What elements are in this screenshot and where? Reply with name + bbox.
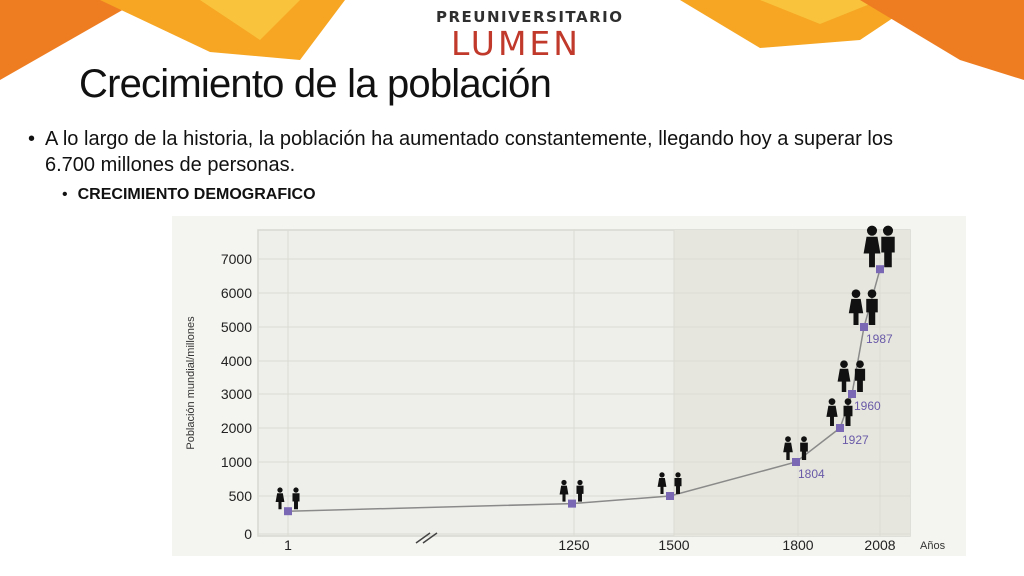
banner-right-orange (860, 0, 1024, 80)
person-male-icon (292, 487, 300, 510)
data-point-marker (568, 499, 576, 508)
y-tick-label: 500 (229, 488, 253, 504)
banner-right-amber (680, 0, 920, 48)
x-tick-label: 1 (284, 537, 292, 553)
person-female-icon (657, 472, 667, 494)
bullet-dot: • (28, 128, 36, 150)
data-point-marker (284, 507, 292, 516)
bullet-item: • A lo largo de la historia, la població… (28, 126, 893, 178)
series-line (287, 268, 881, 512)
y-tick-label: 1000 (221, 454, 252, 470)
x-tick-label: 1250 (558, 537, 589, 553)
sub-bullet-item: • CRECIMIENTO DEMOGRAFICO (62, 186, 316, 204)
person-female-icon (848, 289, 864, 325)
bullet-text: A lo largo de la historia, la población … (45, 128, 893, 176)
data-point-label: 1804 (798, 467, 825, 481)
y-tick-label: 6000 (221, 285, 252, 301)
y-tick-label: 7000 (221, 251, 252, 267)
person-male-icon (866, 289, 878, 325)
y-tick-label: 0 (244, 526, 252, 542)
person-male-icon (576, 479, 584, 502)
banner-left-orange (0, 0, 140, 80)
decorative-banner (0, 0, 1024, 80)
y-tick-label: 3000 (221, 386, 252, 402)
data-point-label: 1987 (866, 332, 893, 346)
data-point-marker (848, 390, 856, 398)
data-point-marker (666, 492, 674, 500)
person-female-icon (783, 436, 793, 460)
y-tick-label: 2000 (221, 420, 252, 436)
logo-subtitle: PREUNIVERSITARIO (436, 8, 624, 26)
person-male-icon (800, 436, 808, 460)
plot-band (674, 230, 910, 536)
slide-title: Crecimiento de la población (79, 62, 552, 106)
person-male-icon (674, 472, 682, 494)
y-tick-label: 5000 (221, 319, 252, 335)
data-point-marker (860, 323, 868, 331)
x-tick-label: 2008 (864, 537, 895, 553)
x-tick-label: 1800 (782, 537, 813, 553)
x-tick-label: 1500 (658, 537, 689, 553)
data-point-marker (836, 424, 844, 432)
data-point-label: 1960 (854, 399, 881, 413)
axis-break-mark (415, 532, 431, 544)
person-female-icon (826, 398, 838, 426)
data-point-marker (792, 458, 800, 466)
x-axis-label: Años (920, 540, 946, 552)
person-male-icon (854, 360, 866, 392)
axis-break-mark (422, 532, 438, 544)
y-axis-label: Población mundial/millones (185, 316, 197, 450)
sub-bullet-text: CRECIMIENTO DEMOGRAFICO (77, 186, 316, 203)
person-male-icon (843, 398, 853, 426)
y-tick-label: 4000 (221, 353, 252, 369)
person-male-icon (881, 225, 895, 268)
person-female-icon (275, 487, 285, 510)
person-female-icon (559, 479, 569, 502)
population-chart: 0 500 1000 2000 3000 4000 5000 6000 7000 1 1250 150… (172, 216, 966, 556)
logo-name: LUMEN (451, 24, 581, 63)
data-point-marker (876, 265, 884, 274)
data-point-label: 1927 (842, 433, 869, 447)
bullet-dot: • (62, 186, 68, 203)
lumen-logo: PREUNIVERSITARIO LUMEN (436, 8, 624, 63)
person-female-icon (863, 225, 881, 268)
banner-right-yellow (760, 0, 880, 24)
banner-left-yellow (200, 0, 300, 40)
person-female-icon (837, 360, 851, 392)
